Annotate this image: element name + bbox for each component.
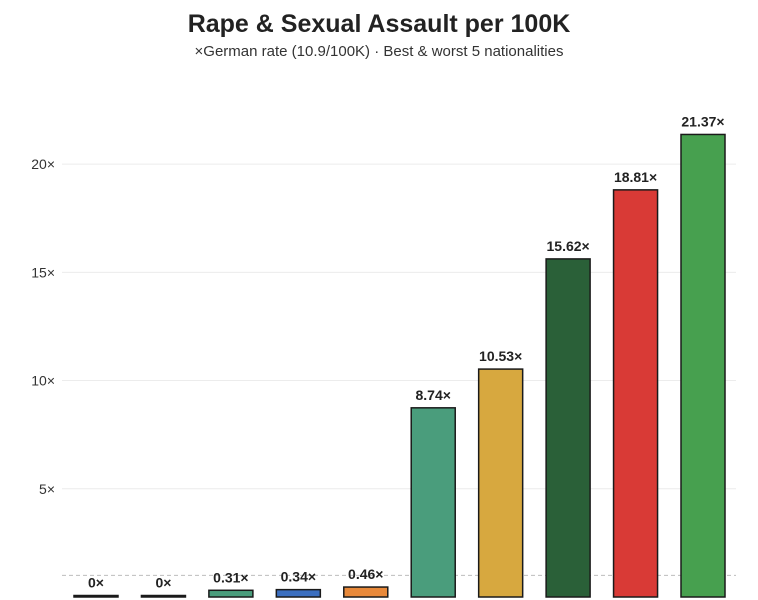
chart-subtitle: ×German rate (10.9/100K) · Best & worst … xyxy=(194,43,564,60)
chart-title: Rape & Sexual Assault per 100K xyxy=(187,10,571,38)
data-label: 10.53× xyxy=(479,348,522,364)
bar xyxy=(208,589,254,598)
data-label: 18.81× xyxy=(614,169,657,185)
bar xyxy=(545,258,591,598)
data-label: 8.74× xyxy=(416,387,451,403)
data-label: 0× xyxy=(155,575,171,591)
data-label: 0.34× xyxy=(281,569,316,585)
data-label: 15.62× xyxy=(547,238,590,254)
bar xyxy=(410,407,456,598)
data-label: 21.37× xyxy=(681,113,724,129)
bar xyxy=(477,368,524,598)
y-tick-label: 15× xyxy=(31,264,55,280)
bar xyxy=(612,189,659,598)
y-tick-label: 5× xyxy=(39,481,55,497)
bar xyxy=(343,586,389,598)
bar xyxy=(275,588,322,598)
y-tick-label: 10× xyxy=(31,373,55,389)
bar xyxy=(680,133,726,598)
bar xyxy=(73,594,119,598)
data-label: 0.46× xyxy=(348,566,383,582)
y-tick-label: 20× xyxy=(31,156,55,172)
bar xyxy=(140,594,187,598)
data-label: 0× xyxy=(88,575,104,591)
data-label: 0.31× xyxy=(213,569,248,585)
